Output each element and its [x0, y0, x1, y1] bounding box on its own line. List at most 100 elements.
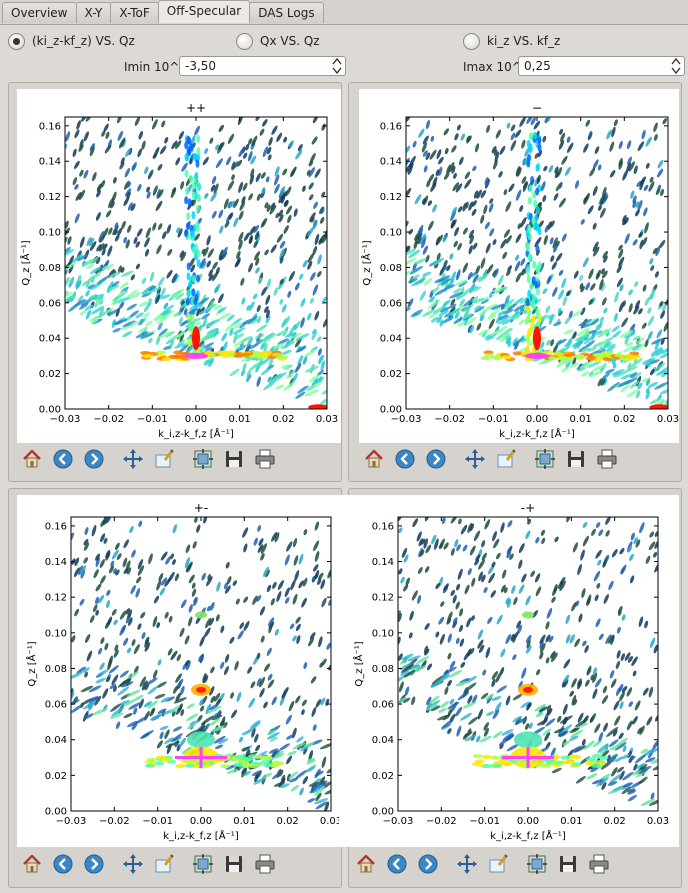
radio-kiz-vs-kfz[interactable]: ki_z VS. kf_z [463, 31, 560, 51]
print-button[interactable] [252, 852, 278, 878]
intensity-streak [102, 243, 108, 250]
configure-subplots-button[interactable] [524, 852, 550, 878]
specular-ridge [525, 315, 530, 324]
pan-button[interactable] [120, 852, 146, 878]
print-button[interactable] [252, 447, 278, 473]
print-button[interactable] [594, 447, 620, 473]
zoom-button[interactable] [493, 447, 519, 473]
radio-qx-vs-qz[interactable]: Qx VS. Qz [236, 31, 320, 51]
intensity-streak [612, 371, 628, 378]
tab-x-y[interactable]: X-Y [75, 2, 112, 23]
forward-arrow-button[interactable] [423, 447, 449, 473]
intensity-streak [513, 596, 518, 605]
y-tick-label: 0.00 [380, 405, 402, 416]
forward-arrow-button[interactable] [81, 447, 107, 473]
back-arrow-button[interactable] [392, 447, 418, 473]
intensity-streak [500, 332, 512, 339]
intensity-streak [328, 664, 331, 671]
tab-off-specular[interactable]: Off-Specular [157, 0, 251, 23]
pan-button[interactable] [454, 852, 480, 878]
intensity-streak [565, 634, 571, 644]
intensity-streak [571, 678, 577, 688]
intensity-streak [405, 577, 410, 586]
intensity-streak [262, 146, 269, 158]
zoom-button[interactable] [151, 852, 177, 878]
intensity-streak [455, 680, 469, 687]
intensity-streak [301, 597, 307, 608]
tab-das-logs[interactable]: DAS Logs [249, 2, 324, 23]
radio-indicator[interactable] [8, 32, 25, 50]
configure-subplots-button[interactable] [190, 852, 216, 878]
yoneda-band [591, 754, 602, 759]
configure-subplots-button[interactable] [532, 447, 558, 473]
intensity-streak [97, 595, 105, 604]
back-arrow-button[interactable] [384, 852, 410, 878]
print-button[interactable] [586, 852, 612, 878]
intensity-streak [86, 264, 95, 269]
intensity-streak [661, 371, 668, 378]
zoom-button[interactable] [485, 852, 511, 878]
intensity-streak [639, 179, 645, 191]
intensity-streak [223, 666, 229, 676]
radio-kiz-kfz-vs-qz[interactable]: (ki_z-kf_z) VS. Qz [8, 31, 135, 51]
specular-ridge [527, 329, 532, 338]
spin-arrows-icon[interactable] [332, 58, 342, 74]
pan-button[interactable] [462, 447, 488, 473]
intensity-map-mp[interactable]: -+−0.03 −0.02 −0.01 0.00 0.01 0.02 0.030.000.0… [339, 495, 679, 847]
back-arrow-button[interactable] [50, 852, 76, 878]
yoneda-band [161, 357, 172, 362]
tab-overview[interactable]: Overview [2, 2, 77, 23]
back-arrow-button[interactable] [50, 447, 76, 473]
hotspot [308, 404, 327, 409]
tab-x-tof[interactable]: X-ToF [110, 2, 159, 23]
save-button[interactable] [555, 852, 581, 878]
radio-indicator[interactable] [463, 32, 480, 50]
configure-subplots-button[interactable] [190, 447, 216, 473]
intensity-streak [412, 518, 419, 528]
intensity-streak [260, 543, 267, 554]
intensity-streak [496, 614, 503, 625]
imax-spinbox[interactable]: 0,25 [518, 56, 685, 76]
intensity-streak [649, 368, 655, 376]
home-button[interactable] [19, 852, 45, 878]
intensity-streak [447, 679, 452, 687]
radio-indicator[interactable] [236, 32, 253, 50]
intensity-streak [279, 330, 288, 335]
specular-ridge [196, 147, 201, 156]
forward-arrow-button[interactable] [81, 852, 107, 878]
zoom-button[interactable] [151, 447, 177, 473]
imin-spinbox[interactable]: -3,50 [179, 56, 346, 76]
hotspot [196, 686, 206, 693]
intensity-streak [110, 703, 122, 712]
intensity-map-pp[interactable]: ++−0.03 −0.02 −0.01 0.00 0.01 0.02 0.030.000.0… [17, 89, 341, 443]
intensity-streak [144, 636, 150, 645]
intensity-streak [519, 117, 526, 127]
forward-arrow-button[interactable] [415, 852, 441, 878]
home-button[interactable] [19, 447, 45, 473]
intensity-streak [69, 277, 74, 284]
save-button[interactable] [221, 447, 247, 473]
save-button[interactable] [221, 852, 247, 878]
intensity-streak [223, 198, 229, 210]
plot-canvas[interactable]: +- −0.03 −0.02 −0.01 0.00 0.01 0.02 0.03 0.00 0.0… [17, 495, 342, 847]
plot-canvas[interactable]: ++ −0.03 −0.02 −0.01 0.00 0.01 0.02 0.03 0.00 0.0… [17, 89, 341, 443]
intensity-streak [236, 159, 243, 167]
intensity-streak [147, 700, 159, 709]
home-button[interactable] [353, 852, 379, 878]
intensity-streak [177, 339, 186, 346]
home-button[interactable] [361, 447, 387, 473]
intensity-streak [312, 117, 319, 124]
intensity-streak [606, 726, 619, 737]
plot-canvas[interactable]: -+ −0.03 −0.02 −0.01 0.00 0.01 0.02 0.03 0.00 0.0… [339, 495, 679, 847]
intensity-map-pm[interactable]: +-−0.03 −0.02 −0.01 0.00 0.01 0.02 0.030.000.0… [17, 495, 342, 847]
intensity-streak [398, 527, 403, 534]
plot-canvas[interactable]: − −0.03 −0.02 −0.01 0.00 0.01 0.02 0.03 0.00 0.02… [359, 89, 679, 443]
intensity-streak [284, 200, 289, 208]
intensity-streak [187, 616, 193, 627]
pan-button[interactable] [120, 447, 146, 473]
intensity-streak [444, 147, 449, 155]
intensity-map-mm[interactable]: −−0.03 −0.02 −0.01 0.00 0.01 0.02 0.030.000.02… [359, 89, 679, 443]
save-button[interactable] [563, 447, 589, 473]
spin-arrows-icon[interactable] [671, 58, 681, 74]
configure-subplots-icon [526, 853, 548, 878]
